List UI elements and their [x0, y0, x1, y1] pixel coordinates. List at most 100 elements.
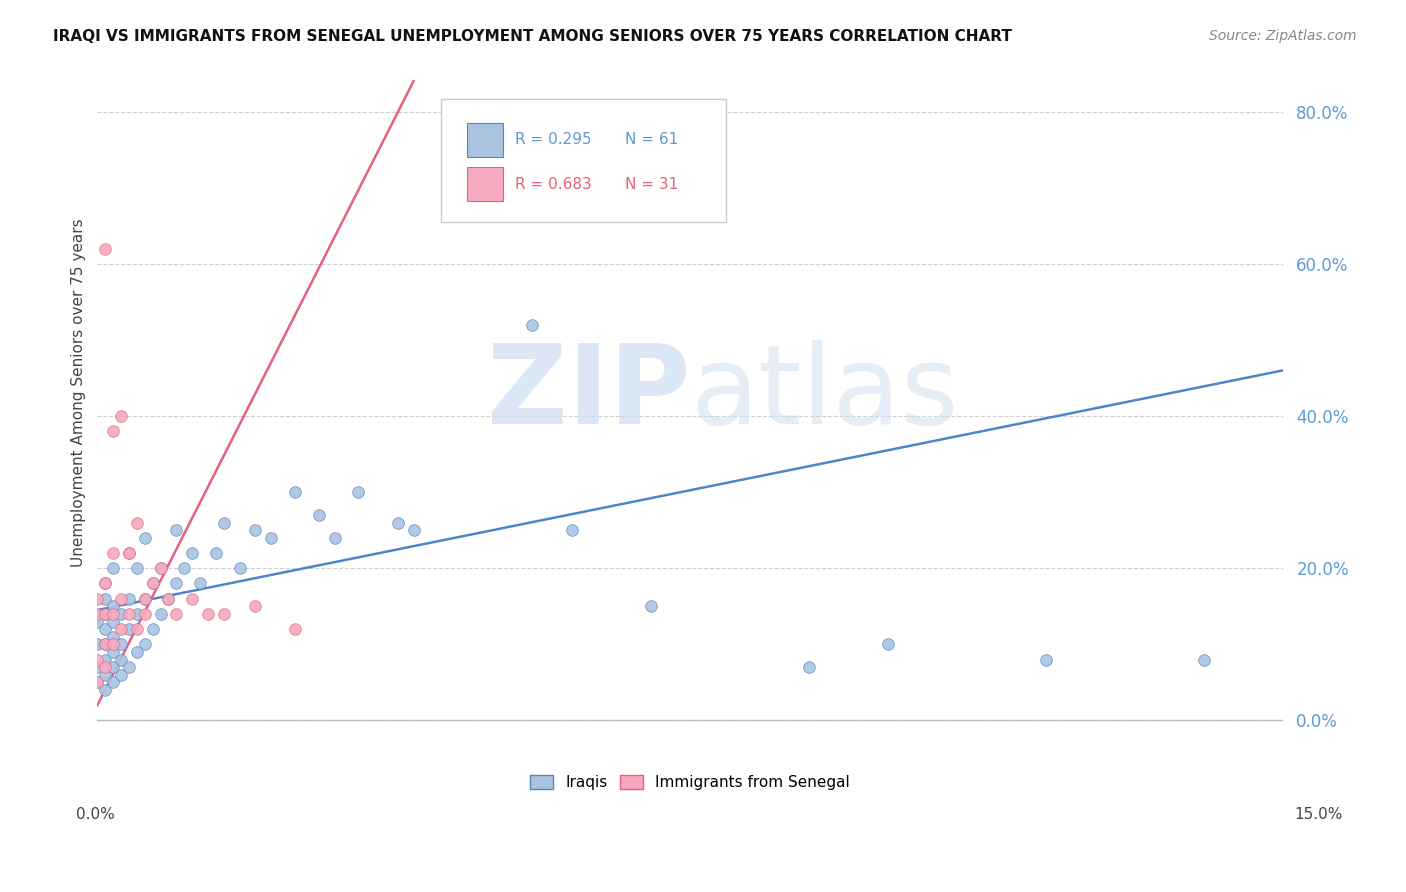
Point	[94, 652, 117, 666]
Point	[94, 576, 117, 591]
Text: R = 0.295: R = 0.295	[515, 132, 592, 147]
Point	[125, 607, 148, 621]
Point	[101, 637, 124, 651]
Point	[94, 660, 117, 674]
Point	[110, 622, 132, 636]
Point	[205, 546, 228, 560]
FancyBboxPatch shape	[467, 167, 503, 202]
FancyBboxPatch shape	[467, 122, 503, 157]
Point	[797, 660, 820, 674]
Point	[1192, 652, 1215, 666]
Point	[347, 485, 370, 500]
Point	[118, 591, 141, 606]
Point	[245, 523, 267, 537]
Point	[142, 576, 165, 591]
Point	[228, 561, 250, 575]
Point	[125, 622, 148, 636]
Point	[101, 546, 124, 560]
Point	[402, 523, 425, 537]
Point	[149, 561, 172, 575]
Point	[134, 591, 156, 606]
Point	[308, 508, 330, 522]
Point	[101, 675, 124, 690]
Point	[165, 576, 187, 591]
FancyBboxPatch shape	[441, 99, 725, 222]
Text: N = 61: N = 61	[626, 132, 678, 147]
Point	[876, 637, 898, 651]
Point	[86, 607, 108, 621]
Point	[94, 607, 117, 621]
Point	[561, 523, 583, 537]
Point	[101, 561, 124, 575]
Point	[94, 576, 117, 591]
Point	[94, 622, 117, 636]
Point	[134, 591, 156, 606]
Point	[165, 523, 187, 537]
Point	[125, 645, 148, 659]
Point	[94, 667, 117, 681]
Point	[110, 591, 132, 606]
Point	[387, 516, 409, 530]
Point	[94, 591, 117, 606]
Point	[142, 622, 165, 636]
Text: Source: ZipAtlas.com: Source: ZipAtlas.com	[1209, 29, 1357, 43]
Text: N = 31: N = 31	[626, 177, 678, 192]
Point	[94, 637, 117, 651]
Point	[118, 607, 141, 621]
Point	[181, 591, 204, 606]
Point	[86, 637, 108, 651]
Point	[118, 660, 141, 674]
Point	[101, 599, 124, 614]
Point	[101, 645, 124, 659]
Point	[101, 607, 124, 621]
Point	[94, 242, 117, 256]
Point	[110, 409, 132, 423]
Point	[110, 607, 132, 621]
Text: 0.0%: 0.0%	[76, 807, 115, 822]
Point	[188, 576, 211, 591]
Point	[86, 660, 108, 674]
Point	[86, 675, 108, 690]
Text: ZIP: ZIP	[486, 340, 690, 447]
Point	[149, 607, 172, 621]
Legend: Iraqis, Immigrants from Senegal: Iraqis, Immigrants from Senegal	[524, 769, 856, 797]
Point	[110, 667, 132, 681]
Point	[125, 516, 148, 530]
Y-axis label: Unemployment Among Seniors over 75 years: Unemployment Among Seniors over 75 years	[72, 219, 86, 567]
Point	[118, 546, 141, 560]
Point	[1035, 652, 1057, 666]
Point	[520, 318, 543, 332]
Point	[260, 531, 283, 545]
Point	[181, 546, 204, 560]
Point	[212, 516, 235, 530]
Point	[640, 599, 662, 614]
Point	[110, 652, 132, 666]
Point	[134, 607, 156, 621]
Point	[165, 607, 187, 621]
Point	[173, 561, 195, 575]
Point	[86, 591, 108, 606]
Point	[197, 607, 219, 621]
Point	[125, 561, 148, 575]
Point	[134, 637, 156, 651]
Text: IRAQI VS IMMIGRANTS FROM SENEGAL UNEMPLOYMENT AMONG SENIORS OVER 75 YEARS CORREL: IRAQI VS IMMIGRANTS FROM SENEGAL UNEMPLO…	[53, 29, 1012, 44]
Text: atlas: atlas	[690, 340, 959, 447]
Point	[157, 591, 180, 606]
Point	[118, 622, 141, 636]
Point	[157, 591, 180, 606]
Point	[101, 630, 124, 644]
Point	[110, 637, 132, 651]
Point	[118, 546, 141, 560]
Point	[149, 561, 172, 575]
Point	[86, 675, 108, 690]
Point	[245, 599, 267, 614]
Text: R = 0.683: R = 0.683	[515, 177, 592, 192]
Point	[284, 485, 307, 500]
Point	[94, 683, 117, 698]
Point	[212, 607, 235, 621]
Point	[101, 424, 124, 438]
Point	[94, 637, 117, 651]
Point	[323, 531, 346, 545]
Point	[94, 607, 117, 621]
Point	[86, 652, 108, 666]
